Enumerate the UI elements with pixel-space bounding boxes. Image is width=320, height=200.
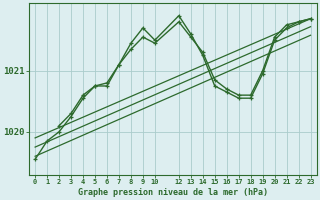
X-axis label: Graphe pression niveau de la mer (hPa): Graphe pression niveau de la mer (hPa) xyxy=(78,188,268,197)
